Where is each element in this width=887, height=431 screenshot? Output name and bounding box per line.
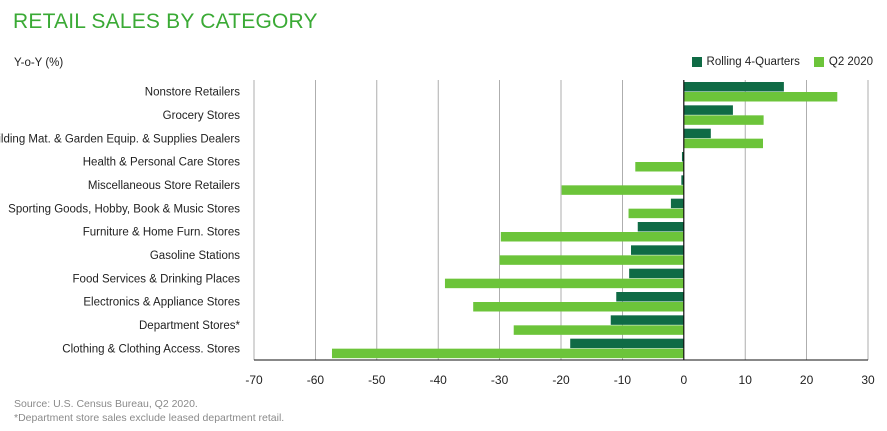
bar-rolling-4-quarters <box>570 338 684 349</box>
x-tick-label: -30 <box>491 373 509 387</box>
bar-q2-2020 <box>331 348 684 359</box>
legend: Rolling 4-Quarters Q2 2020 <box>691 56 873 68</box>
category-label: Food Services & Drinking Places <box>73 273 241 285</box>
footnote: *Department store sales exclude leased d… <box>14 412 285 424</box>
x-tick-label: -50 <box>368 373 386 387</box>
x-tick-label: 10 <box>739 373 753 387</box>
bar-rolling-4-quarters <box>670 198 684 209</box>
bar-q2-2020 <box>628 208 684 219</box>
bar-q2-2020 <box>683 138 764 149</box>
legend-item-q2: Q2 2020 <box>813 56 873 68</box>
x-tick-label: -10 <box>614 373 632 387</box>
bar-q2-2020 <box>561 185 684 195</box>
legend-label-rolling: Rolling 4-Quarters <box>706 56 800 68</box>
bar-q2-2020 <box>473 302 684 312</box>
bar-rolling-4-quarters <box>630 245 684 255</box>
y-axis-label: Y-o-Y (%) <box>14 57 64 69</box>
x-tick-label: -70 <box>245 373 263 387</box>
legend-swatch-q2 <box>813 57 824 67</box>
x-tick-label: 30 <box>861 373 875 387</box>
category-label: Gasoline Stations <box>150 250 240 262</box>
bar-rolling-4-quarters <box>610 315 684 325</box>
legend-item-rolling: Rolling 4-Quarters <box>691 56 800 68</box>
legend-swatch-rolling <box>691 57 702 67</box>
category-label: Nonstore Retailers <box>145 87 240 99</box>
bar-rolling-4-quarters <box>683 105 733 115</box>
category-label: Electronics & Appliance Stores <box>83 297 240 309</box>
x-tick-label: -60 <box>307 373 325 387</box>
category-label: Sporting Goods, Hobby, Book & Music Stor… <box>8 203 240 215</box>
category-label: Grocery Stores <box>163 110 241 122</box>
x-tick-label: 0 <box>680 373 687 387</box>
bar-q2-2020 <box>444 278 684 289</box>
bar-rolling-4-quarters <box>629 268 684 279</box>
bar-q2-2020 <box>683 92 838 102</box>
legend-label-q2: Q2 2020 <box>828 56 873 68</box>
x-tick-label: -20 <box>552 373 570 387</box>
bar-q2-2020 <box>683 115 764 125</box>
category-label: Clothing & Clothing Access. Stores <box>62 343 240 355</box>
bar-rolling-4-quarters <box>683 128 711 139</box>
chart-title: RETAIL SALES BY CATEGORY <box>13 10 318 33</box>
bar-rolling-4-quarters <box>683 82 784 92</box>
category-label: Health & Personal Care Stores <box>83 157 240 169</box>
category-label: Department Stores* <box>139 320 241 332</box>
category-label: Building Mat. & Garden Equip. & Supplies… <box>0 133 240 145</box>
bar-q2-2020 <box>513 325 684 335</box>
bar-q2-2020 <box>500 232 684 242</box>
bar-q2-2020 <box>499 255 684 265</box>
bar-rolling-4-quarters <box>637 222 684 232</box>
x-tick-label: -40 <box>430 373 448 387</box>
footer-notes: Source: U.S. Census Bureau, Q2 2020. *De… <box>14 397 284 425</box>
bar-q2-2020 <box>635 162 684 172</box>
bar-rolling-4-quarters <box>681 175 684 185</box>
x-tick-label: 20 <box>800 373 814 387</box>
bar-rolling-4-quarters <box>681 152 684 162</box>
source-note: Source: U.S. Census Bureau, Q2 2020. <box>14 398 198 410</box>
category-label: Miscellaneous Store Retailers <box>88 180 240 192</box>
bar-rolling-4-quarters <box>616 292 684 302</box>
category-label: Furniture & Home Furn. Stores <box>83 227 240 239</box>
